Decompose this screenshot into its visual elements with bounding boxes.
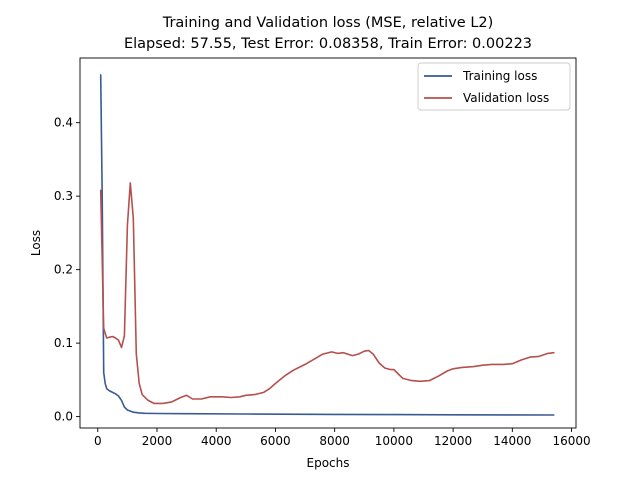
x-tick-label: 8000 [319,434,350,448]
chart-title: Training and Validation loss (MSE, relat… [162,15,494,31]
legend-label-validation: Validation loss [463,91,549,105]
y-tick-label: 0.3 [54,189,73,203]
y-tick-label: 0.0 [54,410,73,424]
plot-area [99,74,555,416]
x-tick-label: 14000 [493,434,531,448]
x-axis-label: Epochs [307,456,350,470]
y-axis-label: Loss [29,230,43,256]
legend-label-training: Training loss [462,69,537,83]
legend-box [417,62,571,111]
x-tick-label: 2000 [142,434,173,448]
x-tick-label: 4000 [201,434,232,448]
training-loss-line [99,74,555,416]
validation-loss-line [99,182,555,405]
x-axis: 0 2000 4000 6000 8000 10000 12000 14000 16000 [94,428,591,448]
plot-frame [79,57,577,429]
y-axis: 0.0 0.1 0.2 0.3 0.4 [54,116,80,424]
x-tick-label: 6000 [260,434,291,448]
x-tick-label: 10000 [375,434,413,448]
y-tick-label: 0.1 [54,336,73,350]
x-tick-label: 16000 [552,434,590,448]
x-tick-label: 0 [94,434,102,448]
legend: Training loss Validation loss [417,62,571,111]
chart-subtitle: Elapsed: 57.55, Test Error: 0.08358, Tra… [124,36,532,52]
y-tick-label: 0.4 [54,116,73,130]
x-tick-label: 12000 [434,434,472,448]
y-tick-label: 0.2 [54,263,73,277]
